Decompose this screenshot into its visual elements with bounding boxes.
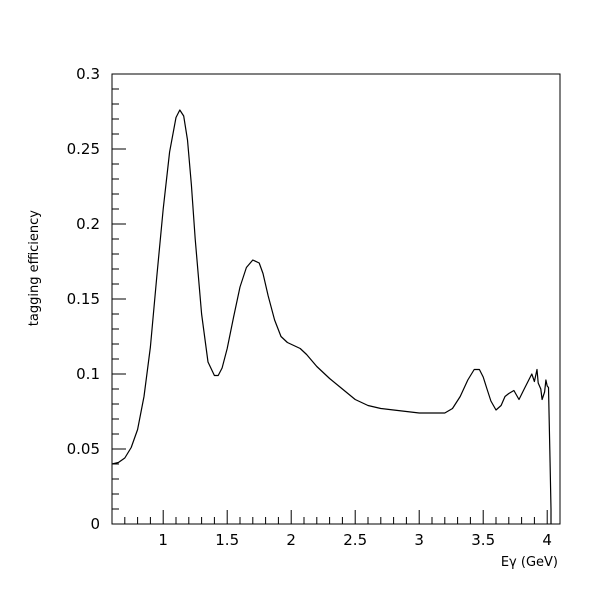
- x-axis-label: Eγ (GeV): [501, 555, 558, 570]
- x-tick-labels: 1 1.5 2 2.5 3 3.5 4: [158, 531, 552, 549]
- series-line: [111, 109, 552, 524]
- major-ticks: [112, 73, 548, 525]
- y-tick-labels: 0 0.05 0.1 0.15 0.2 0.25 0.3: [67, 65, 100, 533]
- x-tick-label: 2.5: [343, 531, 367, 549]
- x-tick-label: 3: [414, 531, 424, 549]
- x-tick-label: 1: [158, 531, 168, 549]
- y-tick-label: 0: [90, 515, 100, 533]
- x-tick-label: 4: [542, 531, 552, 549]
- y-tick-label: 0.2: [76, 215, 100, 233]
- y-axis-label: tagging efficiency: [27, 210, 42, 327]
- y-tick-label: 0.1: [76, 365, 100, 383]
- x-tick-label: 3.5: [471, 531, 495, 549]
- x-tick-label: 2: [286, 531, 296, 549]
- y-tick-label: 0.25: [67, 140, 100, 158]
- y-tick-label: 0.3: [76, 65, 100, 83]
- y-tick-label: 0.05: [67, 440, 100, 458]
- y-tick-label: 0.15: [67, 290, 100, 308]
- x-tick-label: 1.5: [215, 531, 239, 549]
- minor-ticks: [111, 88, 561, 524]
- plot-frame: [111, 73, 561, 525]
